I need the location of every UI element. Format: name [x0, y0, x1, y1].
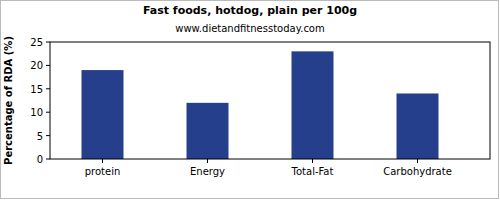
y-tick-label: 15 [30, 84, 43, 95]
x-tick [417, 159, 418, 163]
title: Fast foods, hotdog, plain per 100g [143, 4, 357, 17]
y-tick-label: 20 [30, 60, 43, 71]
bars [82, 51, 439, 159]
y-tick-label: 10 [30, 107, 43, 118]
subtitle: www.dietandfitnesstoday.com [175, 23, 324, 34]
x-tick [312, 159, 313, 163]
y-tick-label: 5 [37, 131, 43, 142]
x-tick-label: protein [85, 166, 121, 177]
x-tick-label: Total-Fat [291, 166, 334, 177]
y-tick [46, 135, 50, 136]
y-axis-label: Percentage of RDA (%) [3, 36, 14, 165]
y-tick [46, 159, 50, 160]
y-tick-label: 0 [37, 154, 43, 165]
y-tick [46, 112, 50, 113]
plot-frame [50, 42, 490, 159]
y-tick [46, 88, 50, 89]
outer-frame [1, 1, 499, 199]
y-tick [46, 42, 50, 43]
chart: Fast foods, hotdog, plain per 100g www.di… [0, 0, 500, 200]
y-tick [46, 65, 50, 66]
bar [187, 103, 229, 159]
x-tick [102, 159, 103, 163]
bar [292, 51, 334, 159]
x-tick-label: Carbohydrate [383, 166, 452, 177]
bar [82, 70, 124, 159]
y-tick-label: 25 [30, 37, 43, 48]
bar [397, 93, 439, 159]
x-tick [207, 159, 208, 163]
x-tick-label: Energy [190, 166, 225, 177]
